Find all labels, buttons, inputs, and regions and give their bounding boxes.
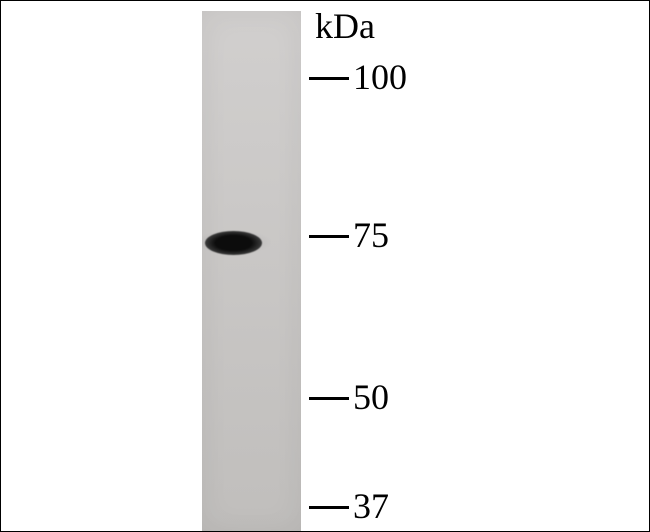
marker-tick [309,506,349,509]
unit-label: kDa [315,5,375,47]
figure-canvas: kDa 100 75 50 37 [0,0,650,532]
marker-label: 75 [353,214,389,256]
protein-band [205,231,262,255]
marker-label: 100 [353,56,407,98]
blot-lane [202,11,301,531]
marker-label: 37 [353,485,389,527]
marker-tick [309,235,349,238]
marker-tick [309,77,349,80]
marker-label: 50 [353,376,389,418]
marker-tick [309,397,349,400]
